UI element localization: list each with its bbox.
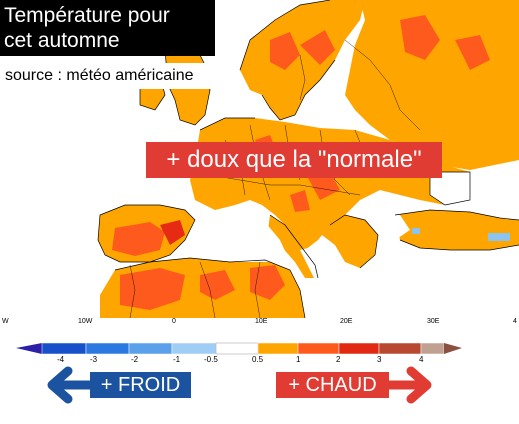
froid-label: + FROID xyxy=(90,372,191,398)
legend-tick-6: 1 xyxy=(296,355,301,364)
map-title-line2: cet automne xyxy=(4,29,120,52)
legend-tick-8: 3 xyxy=(377,355,382,364)
color-legend: -4 -3 -2 -1 -0.5 0.5 1 2 3 4 xyxy=(16,342,462,364)
warm-banner: + doux que la "normale" xyxy=(146,142,442,178)
longitude-label-w: W xyxy=(2,318,9,325)
longitude-label-0: 0 xyxy=(172,318,176,325)
legend-tick-5: 0.5 xyxy=(252,355,264,364)
land-cool-areas xyxy=(412,228,510,241)
legend-tick-1: -3 xyxy=(90,355,98,364)
longitude-label-10w: 10W xyxy=(78,318,93,325)
legend-arrows xyxy=(47,366,432,404)
legend-tick-4: -0.5 xyxy=(204,355,218,364)
legend-segment-10 xyxy=(420,342,445,355)
source-label: source : météo américaine xyxy=(0,63,225,89)
legend-tick-7: 2 xyxy=(336,355,341,364)
legend-segment-4 xyxy=(171,342,217,355)
legend-segment-5 xyxy=(215,342,259,355)
legend-tick-2: -2 xyxy=(131,355,139,364)
legend-segment-9 xyxy=(378,342,422,355)
map-title-line1: Température pour xyxy=(4,4,170,27)
legend-segment-0 xyxy=(16,343,42,354)
legend-segment-1 xyxy=(41,342,87,355)
legend-segment-2 xyxy=(85,342,130,355)
legend-segment-8 xyxy=(338,342,380,355)
land-hot-areas xyxy=(112,15,490,310)
legend-segment-3 xyxy=(128,342,173,355)
longitude-label-40e: 4 xyxy=(513,318,517,325)
longitude-label-30e: 30E xyxy=(427,318,440,325)
legend-segment-7 xyxy=(297,342,340,355)
legend-tick-9: 4 xyxy=(419,355,424,364)
legend-tick-3: -1 xyxy=(173,355,181,364)
sea-areas xyxy=(188,172,519,318)
longitude-label-10e: 10E xyxy=(255,318,268,325)
legend-segment-6 xyxy=(257,342,299,355)
map-title: Température pour cet automne xyxy=(0,0,215,56)
legend-tick-0: -4 xyxy=(57,355,65,364)
legend-segment-11 xyxy=(444,343,462,354)
chaud-label: + CHAUD xyxy=(276,372,389,398)
longitude-label-20e: 20E xyxy=(340,318,353,325)
